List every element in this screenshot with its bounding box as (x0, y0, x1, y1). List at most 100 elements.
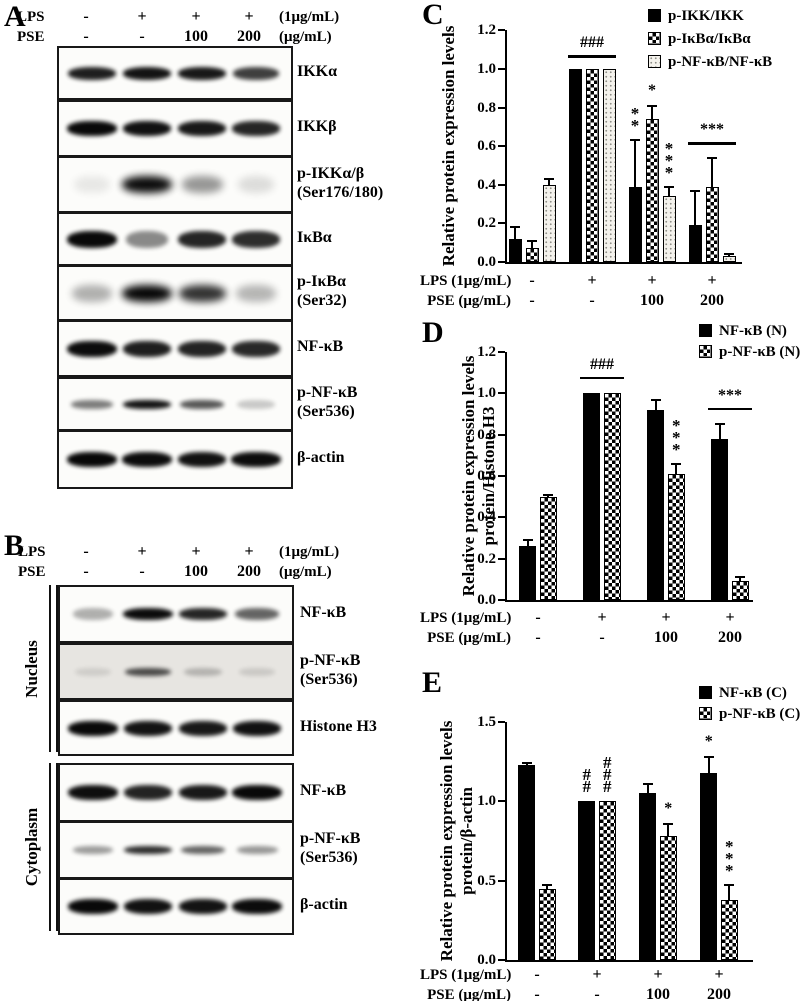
blot-band-lane4 (232, 230, 280, 248)
blot-band-lane4 (232, 340, 280, 357)
blot-band-lane4 (232, 720, 282, 736)
panel-b-western-blots: B LPS - + + + (1μg/mL) PSE - - 100 200 (μg/mL) Nucle… (0, 0, 420, 935)
y-axis-title: Relative protein expression levels protei… (437, 721, 477, 962)
x-row-value: - (599, 629, 605, 646)
y-axis-line (505, 30, 508, 264)
blot-band-lane4 (236, 846, 278, 854)
sig-mark-char: # (582, 777, 592, 797)
treatment-row-label: PSE (18, 564, 46, 580)
error-bar-stem (675, 463, 678, 474)
blot-band-lane1 (70, 399, 114, 409)
y-tick-label: 0.6 (477, 467, 496, 484)
y-tick-label: 0.5 (477, 872, 496, 889)
y-axis-tick (498, 720, 505, 723)
blot-target-label-line: IKKβ (297, 118, 337, 135)
bar-solid-group2 (568, 69, 582, 262)
x-row-value: - (529, 292, 535, 309)
error-bar-cap (690, 189, 700, 192)
error-bar-cap (664, 185, 674, 188)
blot-band-lane3 (181, 176, 223, 193)
treatment-value: + (244, 543, 254, 560)
y-axis-tick (498, 350, 505, 353)
blot-band-lane3 (178, 284, 226, 302)
x-row-value: - (534, 966, 540, 983)
blot-band-lane4 (236, 284, 276, 302)
x-row-value: + (587, 272, 597, 289)
bar-solid-group3 (628, 186, 642, 262)
bar-solid-group1 (508, 238, 522, 262)
y-axis-title-line: Relative protein expression levels (459, 355, 478, 597)
bar-solid-group4 (700, 772, 718, 960)
blot-target-label: p-IκBα (Ser32) (297, 272, 347, 310)
sig-mark-char: * (672, 415, 681, 435)
blot-band-lane1 (68, 899, 118, 914)
y-tick-label: 1.2 (477, 343, 496, 360)
bar-solid-group1 (518, 764, 536, 960)
blot-band-lane1 (67, 66, 117, 80)
error-bar-cap (735, 576, 746, 579)
treatment-row-label: LPS (17, 9, 45, 25)
blot-band-lane1 (74, 667, 112, 676)
error-bar-stem (694, 190, 696, 226)
sig-line-label: *** (718, 386, 742, 404)
blot-band-lane1 (72, 846, 114, 854)
error-bar-cap (630, 139, 640, 142)
blot-band-lane3 (178, 720, 228, 736)
legend-swatch-checker (699, 345, 712, 358)
treatment-value: - (83, 28, 89, 45)
sig-mark-stacked: * * * (720, 838, 738, 879)
sig-mark-char: * (664, 150, 674, 170)
sig-mark-stacked: * * * (660, 140, 678, 181)
y-tick-label: 1.5 (477, 713, 496, 730)
x-row-value: + (592, 966, 602, 983)
x-row-label: LPS (1μg/mL) (420, 273, 512, 289)
blot-band-lane3 (178, 230, 226, 248)
y-axis-tick (498, 959, 505, 961)
blot-target-label: p-IKKα/β (Ser176/180) (297, 164, 383, 202)
fraction-bracket (49, 585, 58, 752)
blot-box (57, 212, 293, 266)
blot-target-label-line: IκBα (297, 228, 332, 246)
blot-band-lane4 (237, 176, 275, 193)
bar-checker-group3 (645, 119, 659, 262)
y-axis-title-line: protein/Histone H3 (479, 406, 498, 546)
treatment-value: + (191, 8, 201, 25)
sig-mark-char: * (725, 849, 734, 869)
blot-band-lane4 (237, 399, 275, 409)
bar-checker-group4 (720, 899, 738, 960)
blot-target-label-line: p-IκBα (297, 273, 346, 290)
treatment-unit: (μg/mL) (279, 29, 332, 45)
treatment-value: - (139, 28, 145, 45)
blot-target-label-line: (Ser536) (300, 670, 358, 688)
sig-line-label: *** (700, 121, 724, 139)
legend-swatch-solid (699, 324, 712, 337)
blot-band-lane4 (232, 121, 280, 136)
error-bar-cap (510, 226, 520, 229)
x-row-label: LPS (1μg/mL) (420, 967, 512, 983)
y-axis-tick (498, 183, 505, 186)
blot-band-lane3 (178, 340, 226, 357)
treatment-row-label: PSE (17, 29, 45, 45)
treatment-value: 200 (237, 28, 261, 45)
blot-band-lane3 (178, 785, 228, 800)
blot-band-lane1 (72, 284, 112, 302)
blot-box (57, 320, 293, 377)
blot-target-label-line: β-actin (297, 449, 345, 466)
sig-mark-char: # (603, 753, 612, 773)
blot-target-label: NF-κB (297, 337, 343, 356)
blot-box (58, 763, 294, 822)
blot-target-label-line: p-NF-κB (297, 384, 358, 401)
blot-band-lane3 (179, 608, 227, 620)
error-bar-stem (668, 186, 670, 197)
bar-solid-group4 (711, 438, 729, 600)
x-row-value: + (707, 272, 717, 289)
y-axis-tick (498, 29, 505, 32)
blot-band-lane1 (67, 230, 117, 248)
blot-target-label: p-NF-κB (Ser536) (300, 829, 360, 867)
y-axis-tick (498, 557, 505, 560)
treatment-value: - (83, 563, 89, 580)
error-bar-stem (634, 140, 636, 187)
sig-line-label: ### (580, 34, 604, 52)
error-bar-cap (714, 423, 725, 426)
error-bar-stem (548, 179, 550, 185)
